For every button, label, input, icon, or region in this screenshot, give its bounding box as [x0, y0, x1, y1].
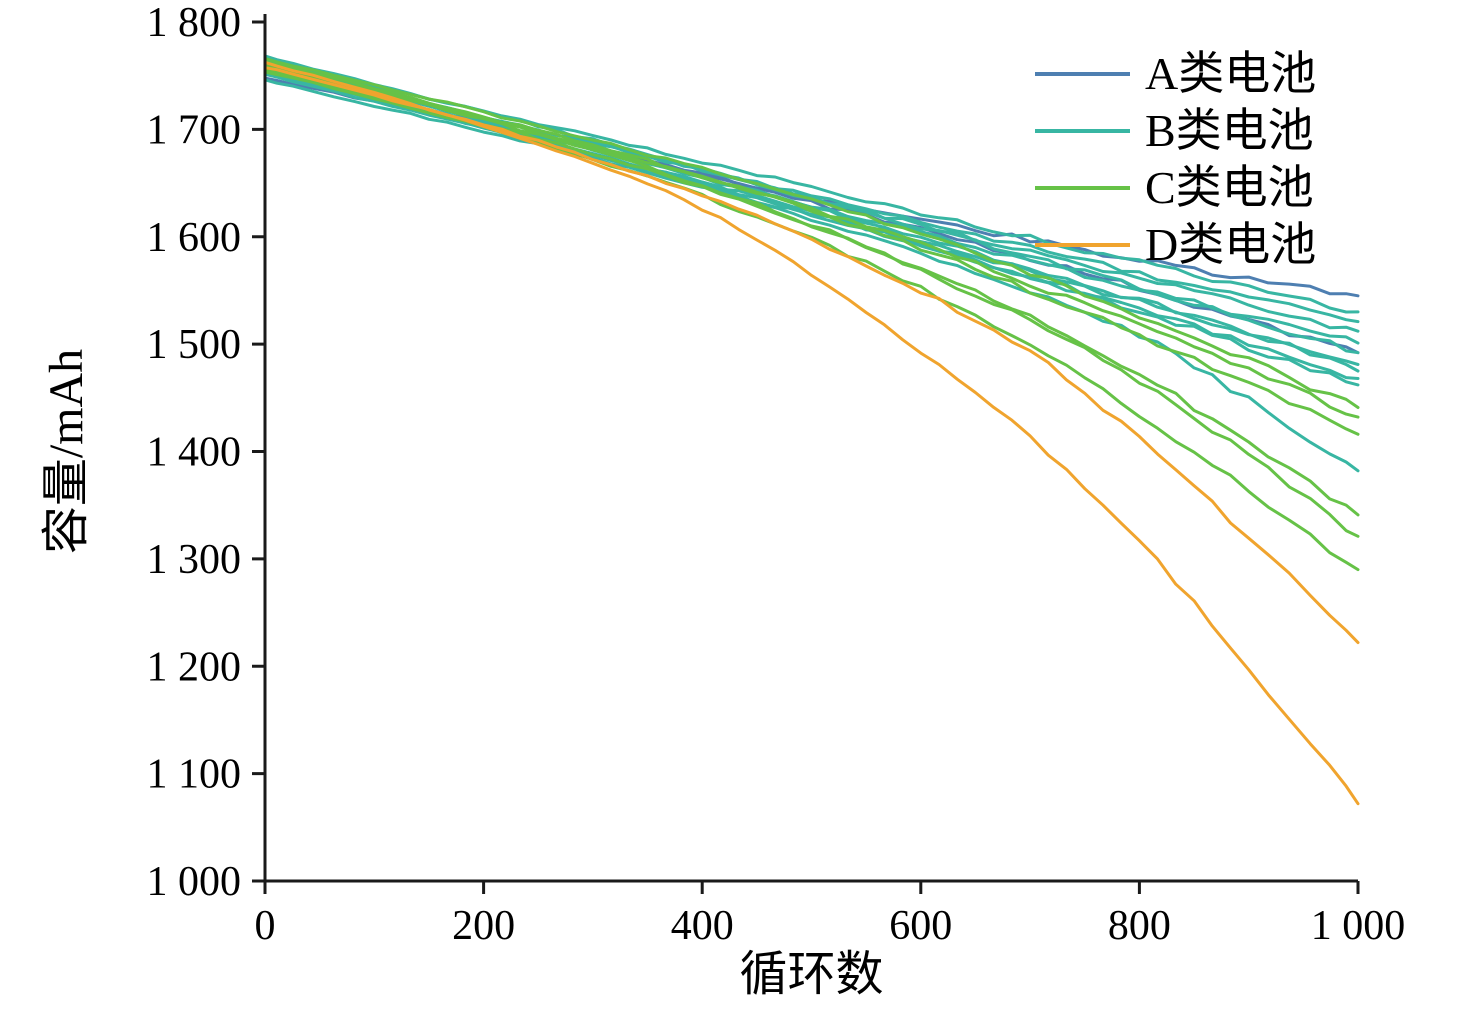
legend-label-C类电池: C类电池	[1145, 162, 1314, 213]
y-tick-label: 1 300	[147, 537, 242, 583]
y-tick-label: 1 200	[147, 644, 242, 690]
y-tick-label: 1 500	[147, 322, 242, 368]
series-line-C类电池-1	[263, 57, 1360, 409]
series-line-C类电池-6	[263, 70, 1360, 572]
y-tick-label: 1 000	[147, 859, 242, 905]
y-tick-label: 1 700	[147, 107, 242, 153]
y-tick-label: 1 100	[147, 752, 242, 798]
x-tick-label: 600	[889, 903, 952, 949]
series-line-C类电池-3	[263, 60, 1360, 436]
y-tick-label: 1 400	[147, 430, 242, 476]
x-tick-label: 1 000	[1311, 903, 1406, 949]
series-line-D类电池-2	[263, 60, 1360, 806]
legend-label-A类电池: A类电池	[1145, 48, 1316, 99]
y-axis-title: 容量/mAh	[40, 349, 93, 554]
x-tick-label: 200	[452, 903, 515, 949]
y-tick-label: 1 600	[147, 215, 242, 261]
x-tick-label: 0	[255, 903, 276, 949]
y-tick-label: 1 800	[147, 0, 242, 46]
legend-label-B类电池: B类电池	[1145, 105, 1314, 156]
legend-label-D类电池: D类电池	[1145, 219, 1316, 270]
series-line-C类电池-5	[263, 62, 1360, 538]
x-tick-label: 400	[671, 903, 734, 949]
x-axis-title: 循环数	[739, 948, 883, 1001]
x-tick-label: 800	[1108, 903, 1171, 949]
